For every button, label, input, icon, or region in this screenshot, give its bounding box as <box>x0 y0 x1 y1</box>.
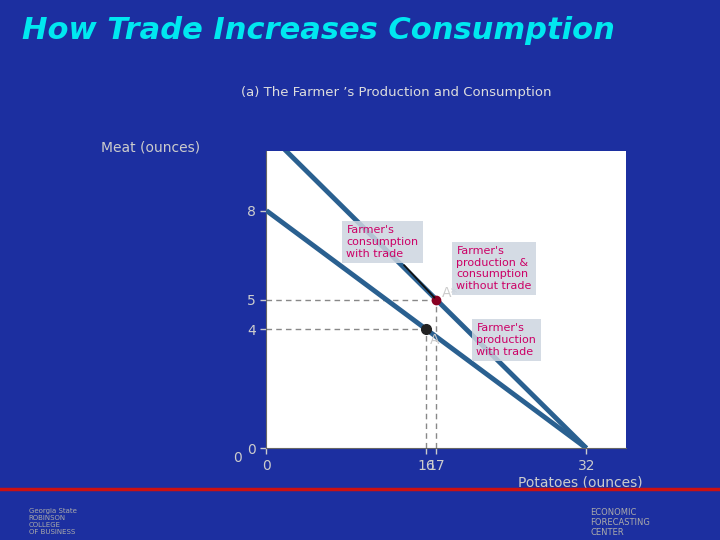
Text: Meat (ounces): Meat (ounces) <box>101 140 200 154</box>
Text: Potatoes (ounces): Potatoes (ounces) <box>518 475 643 489</box>
Text: 0: 0 <box>233 451 242 465</box>
Text: How Trade Increases Consumption: How Trade Increases Consumption <box>22 16 614 45</box>
Text: ECONOMIC
FORECASTING
CENTER: ECONOMIC FORECASTING CENTER <box>590 508 650 537</box>
Text: Farmer's
production
with trade: Farmer's production with trade <box>477 323 536 356</box>
Text: Farmer's
consumption
with trade: Farmer's consumption with trade <box>346 225 434 298</box>
Text: Georgia State
ROBINSON
COLLEGE
OF BUSINESS: Georgia State ROBINSON COLLEGE OF BUSINE… <box>29 508 76 535</box>
Text: (a) The Farmer ’s Production and Consumption: (a) The Farmer ’s Production and Consump… <box>240 86 552 99</box>
Text: A: A <box>429 333 439 347</box>
Text: Farmer's
production &
consumption
without trade: Farmer's production & consumption withou… <box>456 246 532 291</box>
Text: A*: A* <box>441 286 458 300</box>
